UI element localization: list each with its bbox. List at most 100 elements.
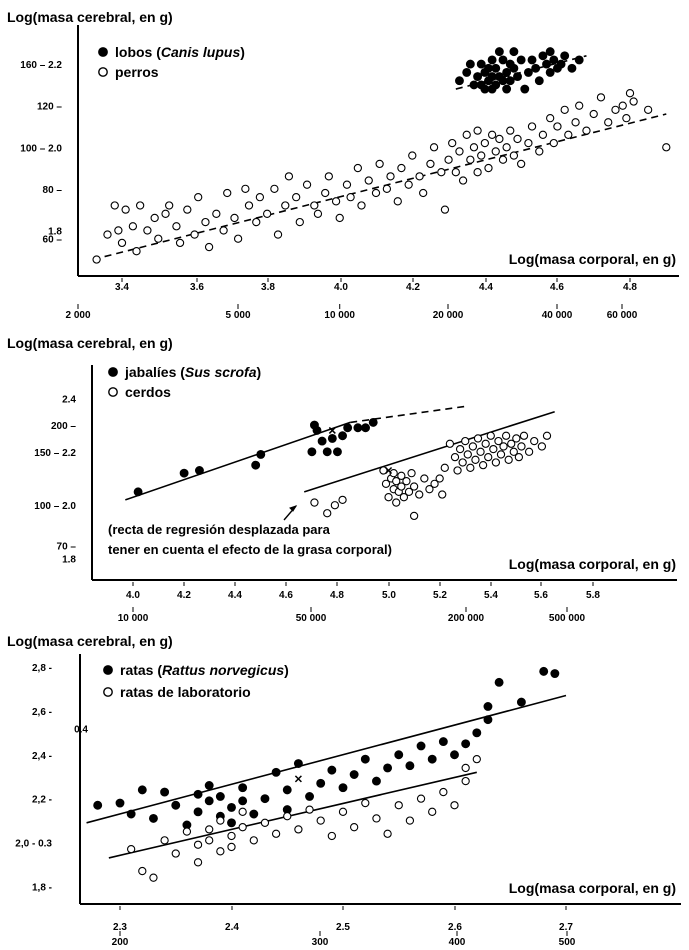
data-point-filled bbox=[338, 431, 348, 441]
legend-label: cerdos bbox=[125, 384, 171, 400]
x-secondary-tick-label: 200 bbox=[112, 937, 129, 948]
data-point-open bbox=[513, 134, 522, 144]
y-tick-label: 1,8 - bbox=[32, 882, 52, 893]
x-tick-label: 4.4 bbox=[228, 590, 242, 601]
data-point-open bbox=[384, 493, 393, 502]
data-point-open bbox=[404, 487, 414, 497]
data-point-open bbox=[596, 93, 606, 102]
data-point-open bbox=[491, 458, 501, 467]
data-point-filled bbox=[93, 800, 103, 810]
x-tick-label: 2.6 bbox=[448, 922, 462, 933]
data-point-open bbox=[430, 479, 439, 488]
data-point-open bbox=[466, 463, 475, 472]
data-point-open bbox=[415, 172, 424, 181]
data-point-open bbox=[262, 209, 272, 218]
data-point-filled bbox=[133, 487, 143, 497]
data-point-filled bbox=[538, 51, 548, 61]
data-point-open bbox=[546, 114, 555, 123]
legend-marker-open bbox=[108, 387, 118, 397]
data-point-open bbox=[399, 493, 409, 502]
y-axis-title: Log(masa cerebral, en g) bbox=[7, 633, 173, 649]
data-point-open bbox=[451, 168, 460, 177]
data-point-filled bbox=[476, 59, 486, 69]
data-point-open bbox=[476, 447, 485, 456]
data-point-filled bbox=[427, 754, 437, 764]
data-point-open bbox=[468, 442, 478, 451]
x-tick-label: 5.8 bbox=[586, 590, 600, 601]
data-point-open bbox=[458, 458, 467, 467]
y-tick-label: 120 – bbox=[37, 102, 62, 113]
data-point-open bbox=[160, 836, 169, 845]
data-point-open bbox=[524, 138, 533, 148]
data-point-open bbox=[498, 155, 508, 164]
x-tick-label: 3.8 bbox=[261, 282, 275, 293]
data-point-filled bbox=[450, 750, 459, 760]
x-secondary-tick-label: 500 000 bbox=[549, 613, 586, 624]
data-point-filled bbox=[502, 84, 512, 94]
data-point-open bbox=[227, 831, 236, 841]
data-point-filled bbox=[256, 450, 266, 459]
data-point-filled bbox=[327, 433, 337, 443]
x-tick-label: 5.4 bbox=[484, 590, 498, 601]
x-tick-label: 4.6 bbox=[279, 590, 293, 601]
data-point-open bbox=[495, 134, 504, 144]
x-tick-label: 4.6 bbox=[550, 282, 564, 293]
data-point-open bbox=[604, 118, 613, 127]
data-point-open bbox=[372, 814, 381, 823]
data-point-open bbox=[227, 842, 236, 852]
data-point-open bbox=[114, 226, 123, 235]
mean-marker bbox=[328, 426, 336, 434]
y-tick-label: 60 – bbox=[43, 235, 63, 246]
x-tick-label: 4.2 bbox=[177, 590, 191, 601]
data-point-open bbox=[560, 105, 569, 114]
data-point-filled bbox=[338, 783, 348, 793]
data-point-open bbox=[582, 126, 591, 135]
data-point-open bbox=[110, 201, 119, 210]
x-tick-label: 3.6 bbox=[190, 282, 204, 293]
data-point-open bbox=[143, 226, 152, 235]
data-point-open bbox=[484, 452, 493, 462]
data-point-filled bbox=[560, 51, 570, 61]
data-point-open bbox=[428, 807, 437, 816]
data-point-filled bbox=[271, 767, 281, 777]
data-point-open bbox=[502, 143, 511, 152]
data-point-open bbox=[121, 205, 130, 214]
data-point-open bbox=[426, 159, 435, 169]
data-point-filled bbox=[483, 715, 493, 725]
data-point-filled bbox=[494, 47, 504, 57]
data-point-open bbox=[473, 434, 483, 443]
data-point-filled bbox=[545, 67, 555, 77]
data-point-open bbox=[128, 222, 138, 231]
data-point-open bbox=[138, 866, 147, 876]
data-point-filled bbox=[293, 759, 303, 768]
data-point-open bbox=[324, 172, 333, 181]
data-point-open bbox=[216, 816, 225, 825]
legend-marker-open bbox=[103, 687, 113, 697]
data-point-filled bbox=[509, 47, 519, 57]
legend-marker-filled bbox=[108, 367, 118, 377]
data-point-open bbox=[501, 431, 511, 440]
data-point-filled bbox=[227, 802, 236, 812]
data-point-open bbox=[409, 482, 419, 491]
data-point-filled bbox=[462, 67, 472, 77]
y-tick-label: 1.8 bbox=[48, 226, 62, 237]
data-point-open bbox=[444, 155, 453, 164]
data-point-open bbox=[450, 452, 460, 462]
data-point-open bbox=[478, 460, 488, 470]
data-point-filled bbox=[523, 67, 533, 77]
data-point-filled bbox=[179, 468, 189, 478]
data-point-open bbox=[397, 482, 406, 491]
data-point-filled bbox=[349, 770, 359, 779]
annotation-arrowhead bbox=[289, 505, 298, 512]
data-point-open bbox=[313, 209, 323, 218]
data-point-open bbox=[183, 205, 192, 214]
data-point-filled bbox=[509, 63, 519, 73]
data-point-open bbox=[486, 431, 495, 440]
data-point-open bbox=[537, 442, 547, 451]
data-point-open bbox=[383, 829, 392, 838]
data-point-filled bbox=[472, 728, 482, 738]
data-point-open bbox=[542, 431, 552, 440]
data-point-open bbox=[342, 180, 352, 189]
data-point-open bbox=[252, 217, 261, 227]
data-point-open bbox=[504, 455, 513, 464]
